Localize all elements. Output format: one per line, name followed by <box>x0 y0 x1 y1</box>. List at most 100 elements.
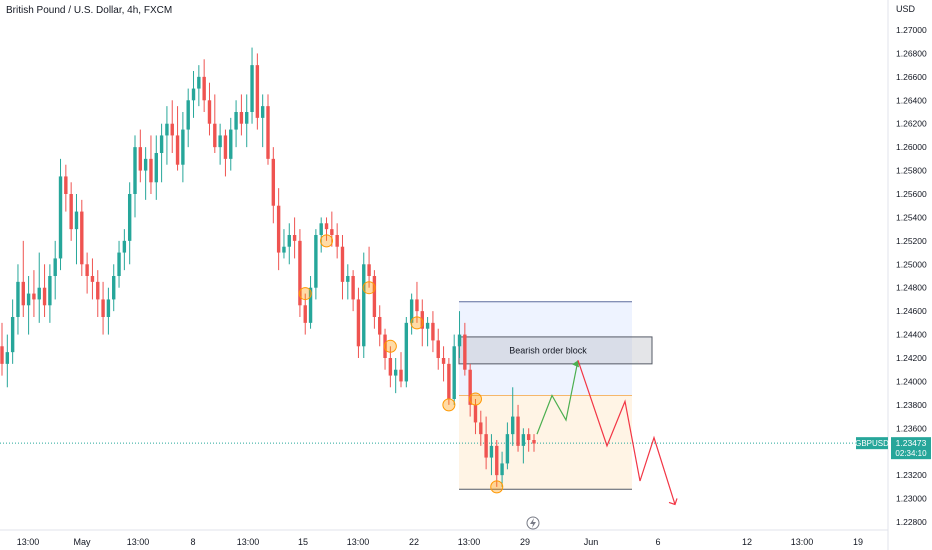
swing-marker <box>490 480 504 494</box>
candle-body <box>415 299 419 312</box>
x-tick-label: May <box>73 537 91 547</box>
swing-marker <box>468 392 482 406</box>
candle-body <box>346 276 350 282</box>
y-tick-label: 1.26400 <box>896 95 927 105</box>
x-tick-label: 29 <box>520 537 530 547</box>
x-tick-label: 13:00 <box>458 537 481 547</box>
chart-title: British Pound / U.S. Dollar, 4h, FXCM <box>6 5 173 16</box>
x-tick-label: 22 <box>409 537 419 547</box>
candle-body <box>356 299 361 347</box>
candle-body <box>489 445 494 458</box>
candle-body <box>53 258 57 276</box>
candle-body <box>112 276 116 300</box>
candle-body <box>409 299 414 323</box>
y-tick-label: 1.23800 <box>896 400 927 410</box>
candle-body <box>69 194 73 230</box>
x-tick-label: Jun <box>584 537 599 547</box>
candle-body <box>0 346 4 364</box>
candle-body <box>324 223 329 230</box>
swing-marker <box>320 234 334 248</box>
candle-body <box>500 463 504 476</box>
candle-body <box>511 416 515 435</box>
candle-body <box>96 281 100 300</box>
candle-body <box>191 88 196 101</box>
candle-body <box>90 276 95 282</box>
swing-marker <box>362 281 376 295</box>
candle-body <box>287 235 291 247</box>
candle-body <box>80 211 84 265</box>
projection-down-arrowhead <box>668 498 678 506</box>
y-tick-label: 1.26800 <box>896 48 927 58</box>
candle-body <box>239 112 244 124</box>
candle-body <box>175 135 180 165</box>
candle-body <box>26 293 31 306</box>
candle-body <box>255 65 260 118</box>
y-tick-label: 1.22800 <box>896 517 927 527</box>
candle-body <box>436 340 440 358</box>
candle-body <box>340 246 345 282</box>
candle-body <box>372 276 377 317</box>
y-tick-label: 1.24000 <box>896 376 927 386</box>
candle-body <box>425 322 430 329</box>
candle-body <box>74 211 79 230</box>
y-tick-label: 1.23600 <box>896 423 927 433</box>
candle-body <box>250 65 254 112</box>
x-tick-label: 13:00 <box>127 537 150 547</box>
lightning-icon[interactable] <box>530 518 536 528</box>
candle-body <box>245 112 249 124</box>
candle-body <box>32 293 36 300</box>
candle-body <box>362 264 366 347</box>
x-tick-label: 12 <box>742 537 752 547</box>
y-tick-label: 1.26000 <box>896 142 927 152</box>
y-tick-label: 1.25600 <box>896 189 927 199</box>
y-tick-label: 1.27000 <box>896 25 927 35</box>
candle-body <box>5 352 10 364</box>
candle-body <box>143 158 148 171</box>
candle-body <box>298 240 302 306</box>
candle-body <box>447 363 451 399</box>
x-tick-label: 13:00 <box>17 537 40 547</box>
candle-body <box>484 434 488 458</box>
candle-body <box>101 299 105 317</box>
price-countdown: 02:34:10 <box>895 449 927 458</box>
candle-body <box>276 205 281 253</box>
candle-body <box>218 135 222 148</box>
y-tick-label: 1.24400 <box>896 330 927 340</box>
candle-body <box>207 100 212 124</box>
candle-body <box>521 434 526 446</box>
candle-body <box>37 287 41 300</box>
candle-body <box>170 123 174 136</box>
symbol-tag <box>856 437 888 450</box>
candle-body <box>64 176 68 194</box>
candle-body <box>383 334 387 358</box>
projection-down-line <box>577 360 676 505</box>
blue-zone <box>459 301 632 396</box>
candle-body <box>197 76 201 89</box>
y-tick-label: 1.25000 <box>896 259 927 269</box>
candle-body <box>505 434 510 464</box>
candle-body <box>282 246 286 253</box>
x-tick-label: 13:00 <box>791 537 814 547</box>
candle-body <box>463 334 467 370</box>
candle-body <box>468 369 472 405</box>
candle-body <box>260 106 265 118</box>
candle-body <box>186 100 190 130</box>
candle-body <box>181 129 185 165</box>
y-tick-label: 1.25800 <box>896 166 927 176</box>
candle-body <box>266 106 270 159</box>
candle-body <box>42 287 47 306</box>
candle-body <box>122 240 127 253</box>
y-tick-label: 1.23000 <box>896 494 927 504</box>
candle-body <box>117 252 121 276</box>
price-tag-value: 1.23473 <box>896 438 927 448</box>
candle-body <box>319 223 323 235</box>
swing-marker <box>442 398 456 412</box>
candle-body <box>351 276 355 300</box>
y-tick-label: 1.26200 <box>896 119 927 129</box>
x-tick-label: 15 <box>298 537 308 547</box>
candle-body <box>21 281 25 306</box>
x-tick-label: 6 <box>655 537 660 547</box>
y-axis-unit: USD <box>896 4 916 14</box>
